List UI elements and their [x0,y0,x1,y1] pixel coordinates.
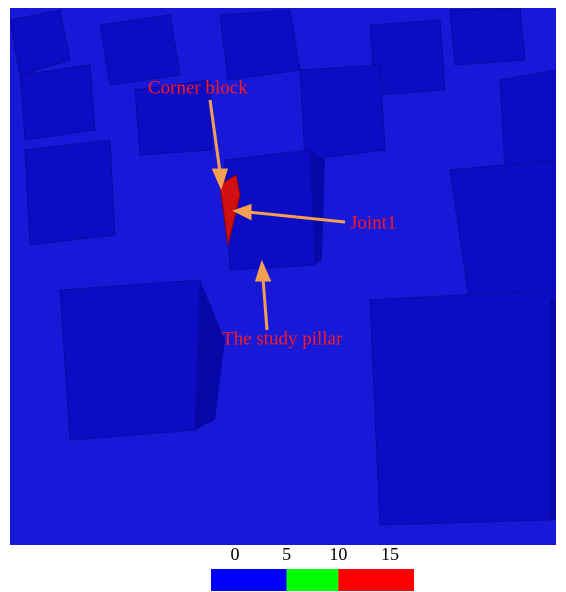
figure: Corner block Joint1 The study pillar 0 5 1… [0,0,566,592]
annotation: The study pillar [222,328,343,349]
colorbar-segment [287,569,339,591]
scene: Corner block Joint1 The study pillar [10,8,556,545]
annotation: Joint1 [350,212,396,233]
colorbar-tick-label: 10 [329,544,347,564]
colorbar-tick-label: 0 [231,544,240,564]
colorbar-tick-label: 15 [381,544,399,564]
colorbar-tick-label: 5 [282,544,291,564]
colorbar-segment [211,569,287,591]
colorbar-segment [338,569,414,591]
annotation: Corner block [148,77,248,98]
colorbar: 0 5 10 15 [211,544,414,591]
